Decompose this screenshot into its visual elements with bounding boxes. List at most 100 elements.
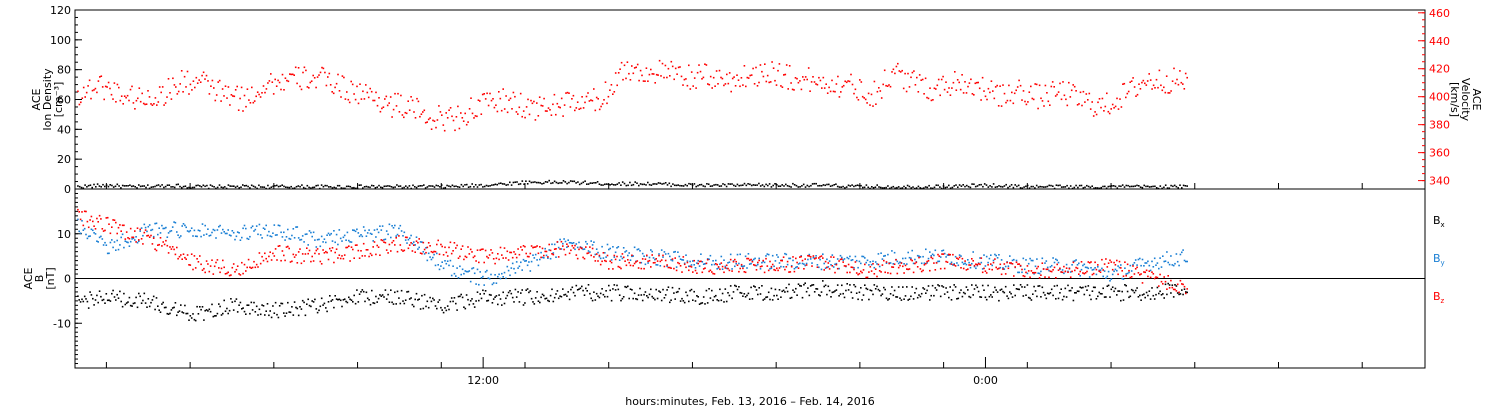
density-point xyxy=(602,184,604,186)
velocity-point xyxy=(1084,101,1086,103)
density-point xyxy=(299,185,301,188)
density-point xyxy=(652,183,654,185)
bz-point xyxy=(686,261,689,264)
bz-point xyxy=(266,260,269,263)
by-point xyxy=(685,254,687,256)
by-point xyxy=(245,227,247,230)
bz-point xyxy=(567,245,569,248)
bz-point xyxy=(1059,267,1061,270)
velocity-point xyxy=(291,73,294,76)
by-point xyxy=(77,218,79,221)
by-point xyxy=(167,232,170,234)
velocity-point xyxy=(267,82,269,84)
bz-point xyxy=(1050,270,1053,273)
density-point xyxy=(240,186,242,188)
by-point xyxy=(89,235,91,237)
density-point xyxy=(320,184,323,186)
by-point xyxy=(865,261,867,264)
bx-point xyxy=(694,300,697,302)
velocity-point xyxy=(389,96,392,98)
by-point xyxy=(960,255,962,257)
bx-point xyxy=(418,298,420,300)
bz-point xyxy=(408,244,411,246)
bx-point xyxy=(366,297,369,300)
density-point xyxy=(661,183,663,185)
velocity-point xyxy=(1103,110,1105,112)
velocity-point xyxy=(93,89,95,91)
velocity-point xyxy=(218,79,221,82)
bz-point xyxy=(799,256,801,258)
bz-point xyxy=(1033,271,1035,274)
by-point xyxy=(785,253,788,256)
bz-point xyxy=(150,234,152,237)
density-point xyxy=(168,184,171,186)
bx-point xyxy=(747,292,750,295)
velocity-point xyxy=(914,84,917,86)
by-point xyxy=(606,243,609,246)
bz-point xyxy=(1134,268,1137,270)
by-point xyxy=(771,254,774,257)
by-point xyxy=(616,247,618,249)
density-point xyxy=(1064,186,1067,188)
bx-point xyxy=(316,311,319,314)
bx-point xyxy=(1034,290,1037,292)
bx-point xyxy=(673,292,675,294)
bx-point xyxy=(297,314,300,317)
bz-point xyxy=(413,244,415,246)
bz-point xyxy=(641,258,644,260)
density-point xyxy=(211,185,214,187)
bz-point xyxy=(211,259,213,261)
density-point xyxy=(1179,184,1181,186)
bz-point xyxy=(830,256,832,258)
bz-point xyxy=(934,269,937,271)
velocity-point xyxy=(265,88,268,90)
by-point xyxy=(1144,262,1146,264)
bz-point xyxy=(855,272,858,274)
velocity-point xyxy=(77,90,79,93)
by-point xyxy=(281,236,284,238)
velocity-point xyxy=(433,120,436,122)
density-point xyxy=(971,183,973,185)
bx-point xyxy=(949,286,951,288)
by-point xyxy=(671,259,674,262)
density-point xyxy=(885,186,887,189)
bx-point xyxy=(606,295,609,298)
bz-point xyxy=(346,246,349,249)
density-point xyxy=(1007,186,1009,189)
bz-point xyxy=(893,263,896,265)
by-point xyxy=(700,253,702,255)
by-point xyxy=(255,225,258,227)
bz-point xyxy=(1003,263,1006,265)
by-point xyxy=(395,235,397,237)
density-point xyxy=(733,184,735,187)
velocity-point xyxy=(673,78,675,81)
velocity-point xyxy=(204,78,206,80)
bx-point xyxy=(1059,292,1061,294)
velocity-point xyxy=(679,66,681,68)
by-point xyxy=(349,241,351,243)
bz-point xyxy=(1007,267,1010,270)
velocity-point xyxy=(167,78,170,80)
by-point xyxy=(1140,264,1142,267)
by-point xyxy=(552,252,555,254)
by-point xyxy=(1055,258,1057,261)
density-point xyxy=(238,187,240,189)
by-point xyxy=(438,268,441,271)
by-point xyxy=(987,261,989,264)
bz-point xyxy=(968,264,970,266)
top-panel-frame xyxy=(74,9,1426,190)
density-point xyxy=(758,182,760,185)
bx-point xyxy=(1088,294,1091,297)
velocity-point xyxy=(141,92,143,95)
density-point xyxy=(752,184,755,186)
velocity-point xyxy=(682,84,684,86)
bz-point xyxy=(1092,272,1095,275)
velocity-point xyxy=(718,69,721,72)
by-point xyxy=(348,239,350,242)
density-point xyxy=(501,183,504,185)
by-point xyxy=(590,240,592,242)
velocity-point xyxy=(613,91,616,93)
velocity-point xyxy=(888,84,890,86)
bz-point xyxy=(498,258,500,261)
bx-point xyxy=(502,291,504,294)
